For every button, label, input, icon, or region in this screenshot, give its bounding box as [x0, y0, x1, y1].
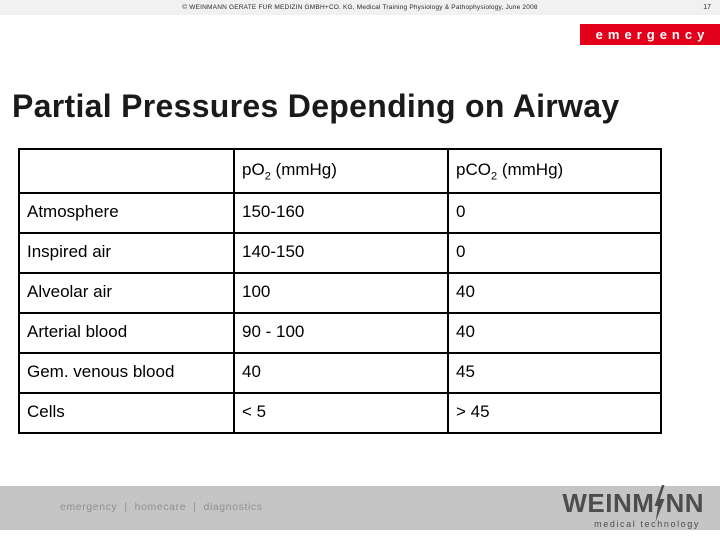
emergency-badge: emergency: [580, 24, 720, 45]
lightning-bolt-icon: [654, 485, 665, 522]
partial-pressures-table: pO2 (mmHg) pCO2 (mmHg) Atmosphere 150-16…: [18, 148, 662, 434]
table-row: Inspired air 140-150 0: [18, 232, 662, 274]
division-homecare: homecare: [134, 501, 187, 513]
row-label: Gem. venous blood: [18, 352, 235, 394]
divider: |: [124, 501, 128, 513]
top-bar: © WEINMANN GERATE FUR MEDIZIN GMBH+CO. K…: [0, 0, 720, 15]
pco2-value: 40: [447, 272, 662, 314]
slide-title: Partial Pressures Depending on Airway: [12, 88, 620, 124]
division-emergency: emergency: [60, 501, 118, 513]
wordmark-left: WEINM: [562, 488, 655, 518]
header-cell-empty: [18, 148, 235, 194]
header-cell-pco2: pCO2 (mmHg): [447, 148, 662, 194]
row-label: Atmosphere: [18, 192, 235, 234]
po2-value: < 5: [233, 392, 449, 434]
po2-value: 40: [233, 352, 449, 394]
pco2-value: 0: [447, 232, 662, 274]
wordmark-right: NN: [665, 488, 704, 518]
pco2-value: 40: [447, 312, 662, 354]
footer-bar: emergency | homecare | diagnostics WEINM NN m…: [0, 485, 720, 530]
weinmann-logo: WEINM NN medical technology: [562, 485, 704, 529]
page-number: 17: [703, 4, 711, 11]
row-label: Cells: [18, 392, 235, 434]
table-row: Arterial blood 90 - 100 40: [18, 312, 662, 354]
row-label: Inspired air: [18, 232, 235, 274]
pco2-value: 45: [447, 352, 662, 394]
pco2-value: 0: [447, 192, 662, 234]
po2-value: 140-150: [233, 232, 449, 274]
logo-tagline: medical technology: [594, 519, 700, 529]
pco2-value: > 45: [447, 392, 662, 434]
row-label: Arterial blood: [18, 312, 235, 354]
division-links: emergency | homecare | diagnostics: [60, 501, 263, 513]
weinmann-wordmark: WEINM NN: [562, 485, 704, 522]
header-cell-po2: pO2 (mmHg): [233, 148, 449, 194]
table-row: Cells < 5 > 45: [18, 392, 662, 434]
table-row: Gem. venous blood 40 45: [18, 352, 662, 394]
divider: |: [193, 501, 197, 513]
po2-value: 100: [233, 272, 449, 314]
division-diagnostics: diagnostics: [203, 501, 263, 513]
po2-value: 150-160: [233, 192, 449, 234]
copyright-text: © WEINMANN GERATE FUR MEDIZIN GMBH+CO. K…: [182, 4, 538, 11]
row-label: Alveolar air: [18, 272, 235, 314]
table-header-row: pO2 (mmHg) pCO2 (mmHg): [18, 148, 662, 194]
table-row: Alveolar air 100 40: [18, 272, 662, 314]
table-row: Atmosphere 150-160 0: [18, 192, 662, 234]
po2-value: 90 - 100: [233, 312, 449, 354]
